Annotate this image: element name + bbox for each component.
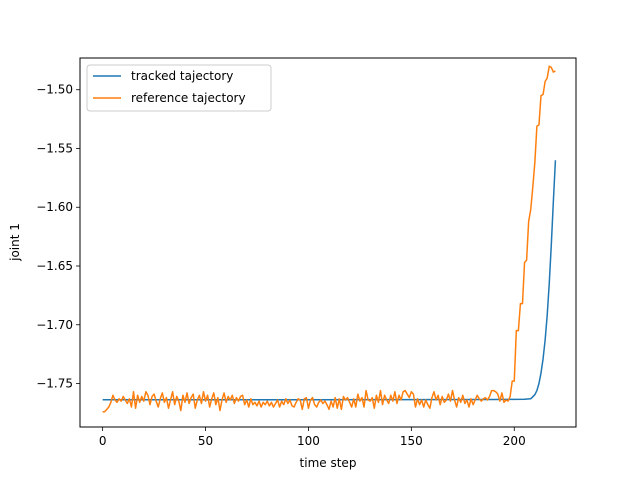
x-tick-label: 200	[503, 434, 526, 448]
x-axis: 0 50 100 150 200	[99, 427, 526, 448]
series-line-tracked	[102, 160, 557, 401]
legend: tracked tajectory reference tajectory	[86, 64, 272, 112]
y-axis-label: joint 1	[8, 223, 22, 262]
y-tick-label: −1.65	[36, 259, 73, 273]
plot-area-frame	[79, 57, 577, 428]
x-tick-label: 100	[297, 434, 320, 448]
legend-box	[86, 64, 272, 112]
y-axis: −1.75 −1.70 −1.65 −1.60 −1.55 −1.50	[36, 83, 80, 391]
y-tick-label: −1.55	[36, 141, 73, 155]
legend-label-reference: reference tajectory	[131, 91, 246, 105]
y-tick-label: −1.75	[36, 377, 73, 391]
x-tick-label: 50	[198, 434, 213, 448]
series-line-reference	[102, 65, 556, 413]
legend-label-tracked: tracked tajectory	[131, 69, 233, 83]
y-tick-label: −1.60	[36, 200, 73, 214]
y-tick-label: −1.70	[36, 318, 73, 332]
x-tick-label: 150	[400, 434, 423, 448]
y-tick-label: −1.50	[36, 83, 73, 97]
x-axis-label: time step	[300, 456, 357, 470]
series-layer	[102, 65, 557, 413]
x-tick-label: 0	[99, 434, 107, 448]
